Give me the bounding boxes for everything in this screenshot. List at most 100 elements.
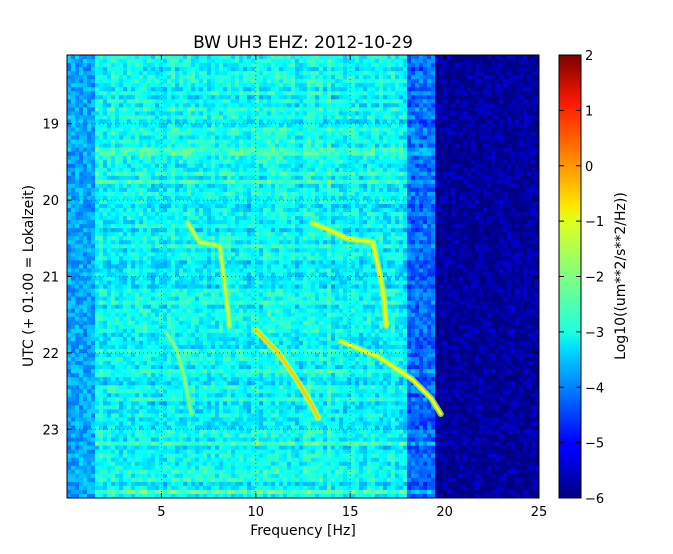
heatmap-cell xyxy=(515,55,520,60)
heatmap-cell xyxy=(235,111,240,116)
heatmap-cell xyxy=(151,87,156,92)
heatmap-cell xyxy=(451,208,456,213)
heatmap-cell xyxy=(155,216,160,221)
heatmap-cell xyxy=(495,220,500,225)
heatmap-cell xyxy=(335,115,340,120)
heatmap-cell xyxy=(223,71,228,76)
heatmap-cell xyxy=(383,91,388,96)
heatmap-cell xyxy=(71,115,76,120)
heatmap-cell xyxy=(91,87,96,92)
heatmap-cell xyxy=(515,191,520,197)
heatmap-cell xyxy=(163,71,168,76)
heatmap-cell xyxy=(167,224,172,229)
heatmap-cell xyxy=(459,216,464,221)
heatmap-cell xyxy=(379,167,384,173)
heatmap-cell xyxy=(195,119,200,124)
heatmap-cell xyxy=(403,91,408,96)
heatmap-cell xyxy=(183,143,188,149)
heatmap-cell xyxy=(75,107,80,112)
heatmap-cell xyxy=(467,119,472,124)
heatmap-cell xyxy=(451,171,456,177)
heatmap-cell xyxy=(447,171,452,177)
heatmap-cell xyxy=(275,119,280,124)
heatmap-cell xyxy=(355,67,360,72)
heatmap-cell xyxy=(459,204,464,209)
heatmap-cell xyxy=(303,111,308,116)
heatmap-cell xyxy=(139,204,144,209)
heatmap-cell xyxy=(247,63,252,68)
heatmap-cell xyxy=(71,171,76,177)
heatmap-cell xyxy=(367,195,372,201)
heatmap-cell xyxy=(395,208,400,213)
heatmap-cell xyxy=(67,147,72,153)
heatmap-cell xyxy=(199,79,204,84)
heatmap-cell xyxy=(495,199,500,205)
heatmap-cell xyxy=(371,103,376,108)
heatmap-cell xyxy=(439,67,444,72)
heatmap-cell xyxy=(287,159,292,165)
heatmap-cell xyxy=(419,204,424,209)
heatmap-cell xyxy=(131,179,136,185)
heatmap-cell xyxy=(151,103,156,108)
heatmap-cell xyxy=(471,111,476,116)
heatmap-cell xyxy=(319,171,324,177)
heatmap-cell xyxy=(327,123,332,128)
heatmap-cell xyxy=(187,216,192,221)
heatmap-cell xyxy=(95,131,100,136)
heatmap-cell xyxy=(187,179,192,185)
heatmap-cell xyxy=(367,212,372,217)
heatmap-cell xyxy=(263,127,268,132)
heatmap-cell xyxy=(511,208,516,213)
heatmap-cell xyxy=(83,87,88,92)
heatmap-cell xyxy=(387,139,392,144)
heatmap-cell xyxy=(71,212,76,217)
heatmap-cell xyxy=(459,208,464,213)
heatmap-cell xyxy=(435,115,440,120)
heatmap-cell xyxy=(263,107,268,112)
heatmap-cell xyxy=(195,175,200,181)
heatmap-cell xyxy=(183,107,188,112)
heatmap-cell xyxy=(263,79,268,84)
heatmap-cell xyxy=(263,204,268,209)
heatmap-cell xyxy=(223,139,228,144)
heatmap-cell xyxy=(407,143,412,149)
heatmap-cell xyxy=(399,59,404,64)
heatmap-cell xyxy=(387,71,392,76)
heatmap-cell xyxy=(503,55,508,60)
heatmap-cell xyxy=(503,195,508,201)
heatmap-cell xyxy=(319,107,324,112)
heatmap-cell xyxy=(295,199,300,205)
heatmap-cell xyxy=(527,139,532,144)
heatmap-cell xyxy=(163,155,168,161)
heatmap-cell xyxy=(231,115,236,120)
heatmap-cell xyxy=(219,155,224,161)
heatmap-cell xyxy=(67,131,72,136)
heatmap-cell xyxy=(131,151,136,157)
heatmap-cell xyxy=(279,79,284,84)
heatmap-cell xyxy=(207,103,212,108)
heatmap-cell xyxy=(479,119,484,124)
heatmap-cell xyxy=(375,204,380,209)
heatmap-cell xyxy=(147,155,152,161)
heatmap-cell xyxy=(263,175,268,181)
heatmap-cell xyxy=(311,59,316,64)
heatmap-cell xyxy=(187,183,192,189)
heatmap-cell xyxy=(235,183,240,189)
heatmap-cell xyxy=(67,75,72,80)
heatmap-cell xyxy=(75,171,80,177)
heatmap-cell xyxy=(347,79,352,84)
heatmap-cell xyxy=(235,175,240,181)
heatmap-cell xyxy=(427,139,432,144)
heatmap-cell xyxy=(419,151,424,157)
heatmap-cell xyxy=(271,79,276,84)
heatmap-cell xyxy=(167,123,172,128)
heatmap-cell xyxy=(131,147,136,153)
heatmap-cell xyxy=(315,95,320,100)
heatmap-cell xyxy=(283,103,288,108)
heatmap-cell xyxy=(139,147,144,153)
heatmap-cell xyxy=(339,220,344,225)
heatmap-cell xyxy=(111,107,116,112)
heatmap-cell xyxy=(419,179,424,185)
heatmap-cell xyxy=(91,199,96,205)
heatmap-cell xyxy=(511,79,516,84)
